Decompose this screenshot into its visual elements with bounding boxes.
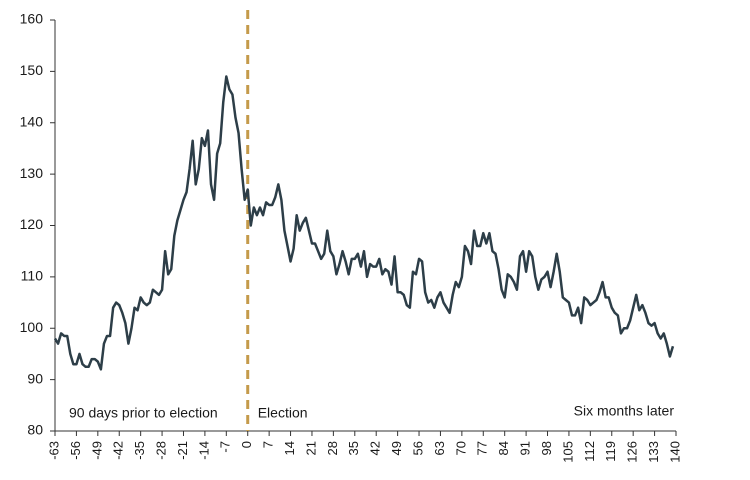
x-tick-label: 133 <box>646 441 661 463</box>
x-tick-label: -35 <box>132 441 147 460</box>
x-tick-label: 0 <box>239 441 254 448</box>
x-tick-label: 119 <box>603 441 618 462</box>
x-tick-label: 112 <box>582 441 597 462</box>
annotation: 90 days prior to election <box>69 405 218 421</box>
y-tick-label: 120 <box>20 216 44 232</box>
y-tick-label: 80 <box>27 422 43 438</box>
x-tick-label: 140 <box>667 441 682 463</box>
x-tick-label: -14 <box>196 441 211 460</box>
y-tick-label: 140 <box>20 113 44 129</box>
x-tick-label: 84 <box>496 441 511 455</box>
x-tick-label: -63 <box>46 441 61 460</box>
y-tick-label: 130 <box>20 165 44 181</box>
y-tick-label: 100 <box>20 319 44 335</box>
x-tick-label: 105 <box>560 441 575 463</box>
x-tick-label: 77 <box>475 441 490 455</box>
y-tick-label: 160 <box>20 11 44 27</box>
x-tick-label: 7 <box>261 441 276 448</box>
y-tick-label: 90 <box>27 370 43 386</box>
x-tick-label: 14 <box>282 441 297 455</box>
x-tick-label: 49 <box>389 441 404 455</box>
annotation: Six months later <box>574 403 675 419</box>
x-tick-label: 126 <box>625 441 640 463</box>
y-tick-label: 150 <box>20 62 44 78</box>
line-series <box>53 75 675 371</box>
x-tick-label: 35 <box>346 441 361 455</box>
x-tick-label: -7 <box>218 441 233 453</box>
x-tick-label: 63 <box>432 441 447 455</box>
x-tick-label: 28 <box>325 441 340 455</box>
x-tick-label: -28 <box>154 441 169 460</box>
x-tick-label: -56 <box>68 441 83 460</box>
x-tick-label: 98 <box>539 441 554 455</box>
x-tick-label: 91 <box>518 441 533 455</box>
annotation: Election <box>258 405 308 421</box>
x-tick-label: -49 <box>89 441 104 460</box>
x-tick-label: 56 <box>410 441 425 455</box>
x-tick-label: 21 <box>303 441 318 455</box>
x-tick-label: 42 <box>368 441 383 455</box>
x-tick-label: 70 <box>453 441 468 455</box>
x-tick-label: -21 <box>175 441 190 460</box>
y-tick-label: 110 <box>21 268 44 284</box>
x-tick-label: -42 <box>111 441 126 460</box>
